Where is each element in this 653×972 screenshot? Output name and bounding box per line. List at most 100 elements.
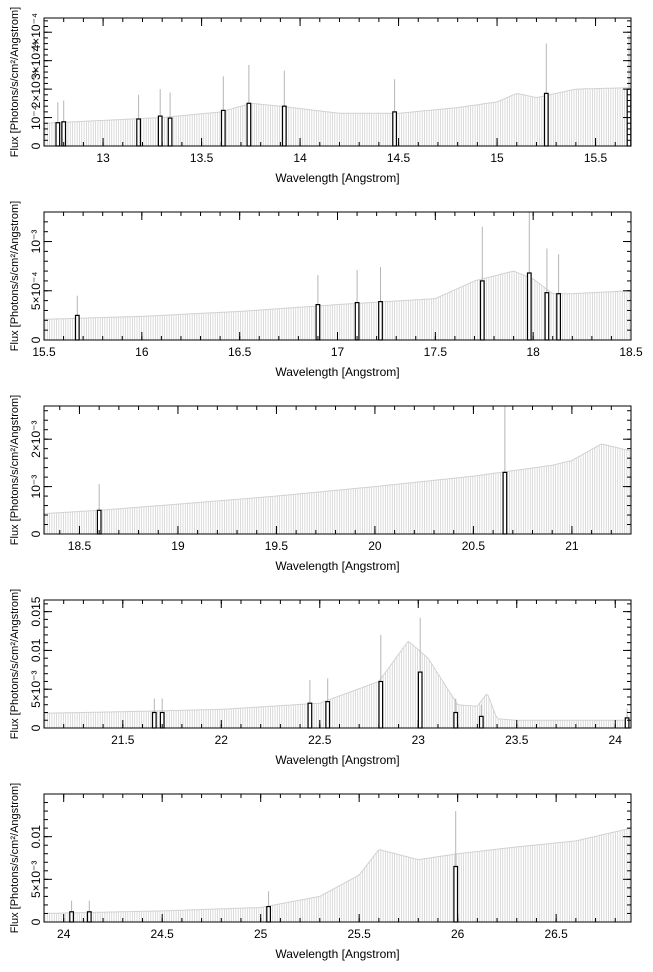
x-tick-label: 14 — [293, 151, 307, 165]
x-tick-label: 13 — [96, 151, 110, 165]
x-axis-label: Wavelength [Angstrom] — [275, 559, 399, 573]
line-flux-bar — [157, 115, 163, 147]
x-tick-label: 18.5 — [619, 345, 643, 359]
line-flux-bar — [378, 301, 383, 341]
line-flux-bar — [220, 109, 226, 147]
y-axis-label: Flux [Photons/s/cm²/Angstrom] — [9, 783, 21, 933]
x-tick-label: 19 — [171, 539, 185, 553]
line-flux-bar — [556, 293, 561, 341]
x-tick-label: 16.5 — [228, 345, 252, 359]
panel-4: 21.5 22 22.5 23 23.5 24 0 5×10⁻³ 0.01 0.015 Wavele… — [9, 589, 632, 767]
line-flux-bar — [624, 717, 630, 729]
y-tick-label: 0.015 — [29, 596, 43, 626]
y-tick-label: 4×10⁻⁴ — [29, 13, 43, 52]
x-tick-label: 23.5 — [505, 733, 529, 747]
line-flux-bar — [55, 122, 61, 147]
y-tick-label: 2×10⁻³ — [29, 421, 43, 458]
x-tick-label: 15.5 — [584, 151, 608, 165]
x-tick-label: 20.5 — [462, 539, 486, 553]
plot-frame — [43, 405, 632, 535]
plot-frame — [43, 17, 632, 147]
x-tick-label: 13.5 — [190, 151, 214, 165]
line-flux-bar — [417, 671, 423, 729]
x-tick-label: 21 — [565, 539, 579, 553]
x-tick-label: 22.5 — [308, 733, 332, 747]
y-tick-label: 0 — [29, 336, 43, 343]
line-flux-bar — [315, 304, 321, 341]
y-tick-label: 3×10⁻⁴ — [29, 41, 43, 80]
panel-5: 24 24.5 25 25.5 26 26.5 0 5×10⁻³ 0.01 Wavelength … — [9, 783, 632, 961]
x-axis-label: Wavelength [Angstrom] — [275, 947, 399, 961]
line-flux-bar — [307, 702, 313, 729]
line-flux-bar — [378, 680, 384, 729]
x-tick-label: 24 — [57, 927, 71, 941]
x-tick-label: 25 — [254, 927, 268, 941]
y-tick-label: 5×10⁻³ — [29, 671, 43, 708]
continuum-envelope — [43, 87, 631, 124]
x-tick-label: 17 — [331, 345, 345, 359]
line-flux-bar — [167, 117, 173, 147]
y-tick-label: 5×10⁻³ — [29, 861, 43, 898]
y-tick-label: 10⁻³ — [29, 230, 43, 254]
x-tick-label: 17.5 — [424, 345, 448, 359]
x-tick-label: 24.5 — [151, 927, 175, 941]
line-flux-bar — [479, 280, 485, 341]
x-tick-label: 19.5 — [265, 539, 289, 553]
continuum-envelope — [43, 827, 631, 914]
x-tick-label: 24 — [609, 733, 623, 747]
panel-1: 13 13.5 14 14.5 15 15.5 0 10⁻⁴2×10⁻⁴3×10⁻⁴4×10⁻… — [9, 7, 632, 185]
line-flux-bar — [478, 715, 484, 729]
y-axis-label: Flux [Photons/s/cm²/Angstrom] — [9, 395, 21, 545]
line-flux-bar — [69, 911, 75, 923]
x-tick-label: 25.5 — [347, 927, 371, 941]
continuum-model — [44, 270, 631, 340]
panel-3: 18.5 19 19.5 20 20.5 21 0 10⁻³ 2×10⁻³ Wavelength … — [9, 395, 632, 573]
line-flux-bar — [526, 272, 532, 341]
y-axis-label: Flux [Photons/s/cm²/Angstrom] — [9, 201, 21, 351]
y-tick-label: 2×10⁻⁴ — [29, 70, 43, 109]
y-tick-label: 0.01 — [29, 638, 43, 662]
line-flux-bar — [354, 302, 360, 341]
y-tick-label: 0 — [29, 142, 43, 149]
y-tick-label: 10⁻⁴ — [29, 105, 43, 130]
x-tick-label: 26 — [451, 927, 465, 941]
x-tick-label: 15.5 — [32, 345, 56, 359]
x-axis-label: Wavelength [Angstrom] — [275, 753, 399, 767]
y-axis-label: Flux [Photons/s/cm²/Angstrom] — [9, 7, 21, 157]
x-tick-label: 18 — [526, 345, 540, 359]
x-axis-label: Wavelength [Angstrom] — [275, 171, 399, 185]
panel-2: 15.5 16 16.5 17 17.5 18 18.5 0 5×10⁻⁴ 10⁻³ Wavelen… — [9, 201, 643, 379]
line-flux-bar — [281, 105, 287, 147]
y-tick-label: 5×10⁻⁴ — [29, 272, 43, 311]
continuum-envelope — [44, 270, 631, 320]
y-axis-label: Flux [Photons/s/cm²/Angstrom] — [9, 589, 21, 739]
x-tick-label: 26.5 — [544, 927, 568, 941]
plot-frame — [43, 599, 632, 729]
line-flux-bar — [543, 92, 549, 147]
line-flux-bar — [151, 711, 157, 729]
x-tick-label: 14.5 — [387, 151, 411, 165]
line-flux-bar — [325, 700, 331, 729]
y-tick-label: 0 — [29, 724, 43, 731]
line-flux-bar — [86, 911, 92, 923]
x-tick-label: 16 — [135, 345, 149, 359]
continuum-model — [43, 443, 631, 534]
x-tick-label: 18.5 — [68, 539, 92, 553]
line-flux-bar — [453, 711, 459, 729]
y-tick-label: 10⁻³ — [29, 475, 43, 499]
line-flux-bar — [136, 118, 142, 147]
x-axis-label: Wavelength [Angstrom] — [275, 365, 399, 379]
continuum-model — [43, 87, 631, 146]
x-tick-label: 21.5 — [111, 733, 135, 747]
continuum-model — [43, 641, 630, 728]
continuum-envelope — [43, 443, 631, 515]
x-tick-label: 22 — [215, 733, 229, 747]
line-flux-bar — [392, 111, 397, 147]
y-tick-label: 0 — [29, 918, 43, 925]
line-flux-bar — [74, 314, 80, 341]
plot-frame — [43, 793, 632, 923]
x-tick-label: 20 — [368, 539, 382, 553]
continuum-model — [43, 827, 631, 922]
y-tick-label: 0.01 — [29, 825, 43, 849]
